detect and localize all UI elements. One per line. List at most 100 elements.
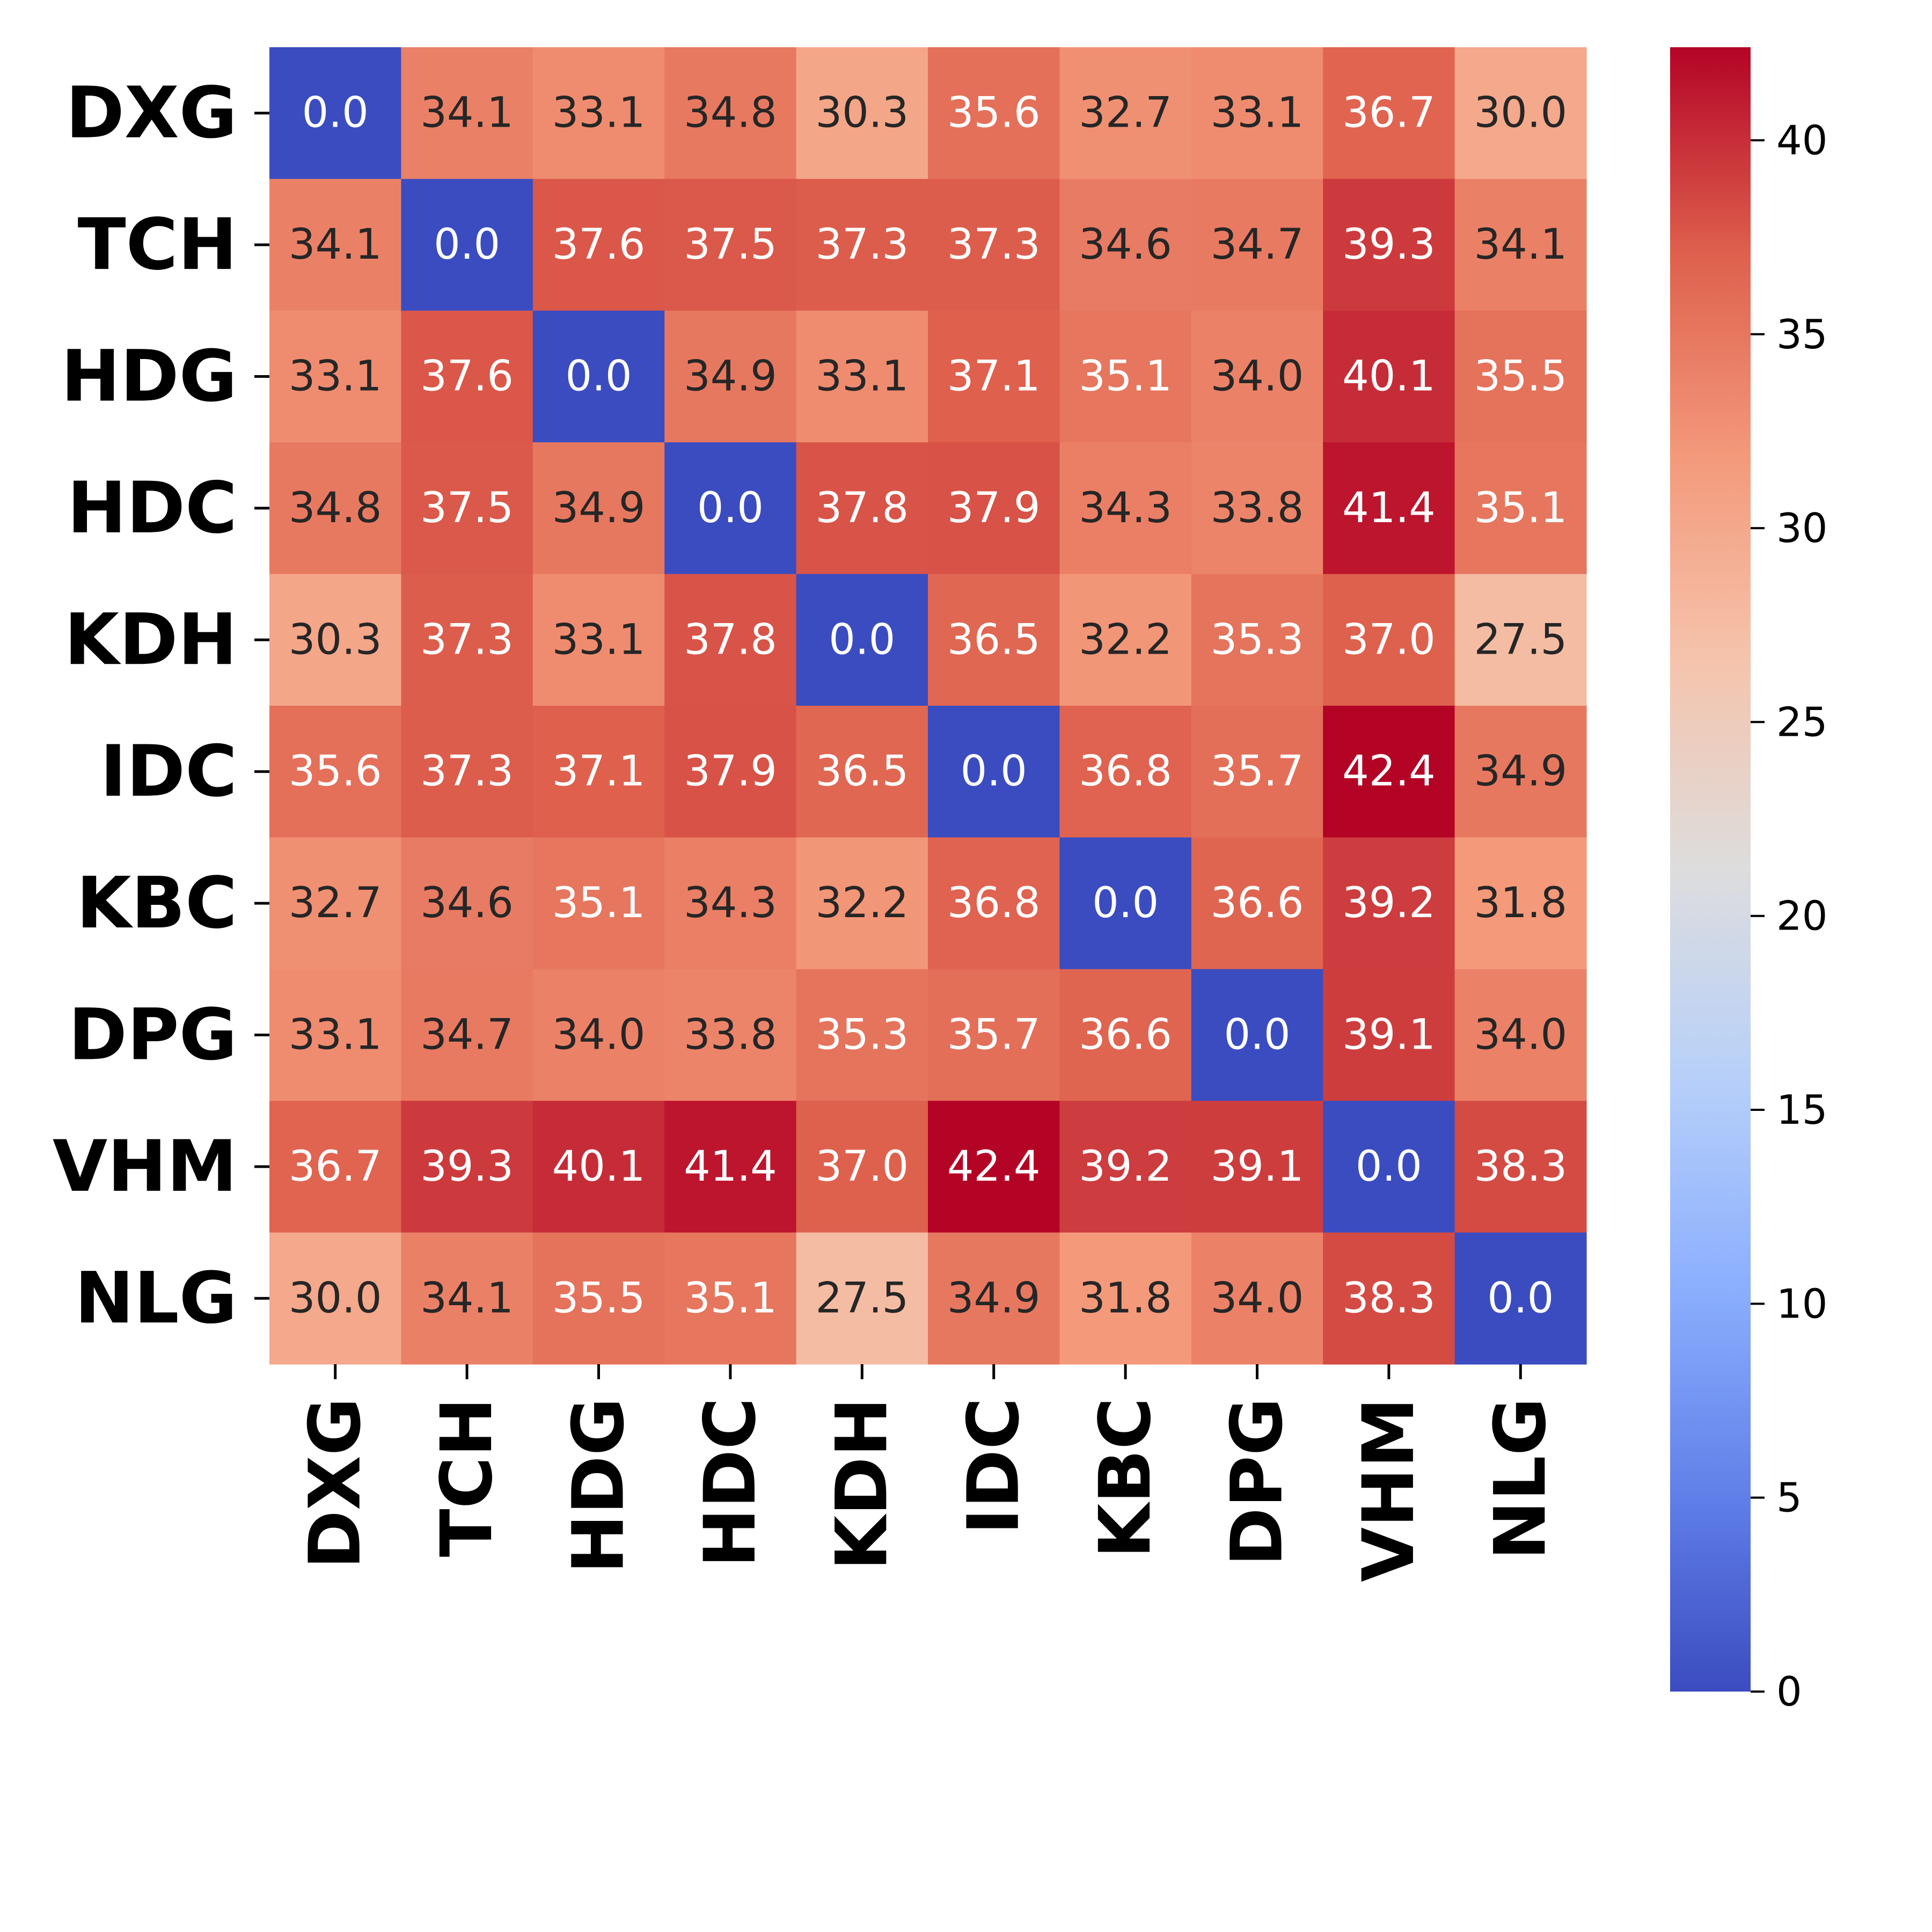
cell-value-label: 35.3 — [815, 1011, 909, 1059]
heatmap-cell-hdg-idc — [928, 310, 1060, 443]
heatmap-cell-kdh-kdh — [796, 574, 928, 706]
heatmap-cell-hdc-nlg — [1454, 442, 1587, 575]
cell-value-label: 34.7 — [1211, 221, 1304, 269]
cell-value-label: 39.2 — [1342, 879, 1436, 927]
cell-value-label: 0.0 — [565, 353, 632, 401]
cell-value-label: 37.3 — [420, 748, 514, 796]
heatmap-cell-hdc-tch — [401, 442, 533, 575]
heatmap-cell-idc-hdg — [532, 706, 665, 838]
heatmap-cell-tch-dpg — [1191, 179, 1323, 311]
heatmap-cell-hdg-kdh — [796, 310, 928, 443]
cell-value-label: 42.4 — [1342, 748, 1436, 796]
cell-value-label: 34.3 — [1079, 484, 1172, 532]
heatmap-cell-dpg-vhm — [1323, 969, 1455, 1101]
heatmap-cell-dxg-kdh — [796, 47, 928, 179]
cell-value-label: 41.4 — [684, 1143, 777, 1191]
heatmap-cell-kdh-tch — [401, 574, 533, 706]
heatmap-cell-vhm-hdg — [532, 1101, 665, 1233]
heatmap-cell-hdg-kbc — [1059, 310, 1192, 443]
colorbar: 0 5 10 15 20 25 30 35 40 — [1670, 47, 1827, 1715]
heatmap-cell-dpg-tch — [401, 969, 533, 1101]
heatmap-cell-kbc-nlg — [1454, 837, 1587, 970]
heatmap-cell-nlg-tch — [401, 1232, 533, 1365]
heatmap-cell-hdg-hdc — [664, 310, 797, 443]
y-tick-label: VHM — [53, 1125, 237, 1208]
x-tick-label: KDH — [821, 1397, 903, 1570]
y-tick-label: HDC — [67, 467, 237, 550]
cell-value-label: 32.7 — [289, 879, 382, 927]
cell-value-label: 36.8 — [1079, 748, 1172, 796]
y-tick-label: KBC — [76, 862, 237, 945]
heatmap-cell-idc-dxg — [269, 706, 401, 838]
y-tick-label: KDH — [64, 598, 237, 681]
heatmap-cell-idc-vhm — [1323, 706, 1455, 838]
heatmap-cell-hdc-dpg — [1191, 442, 1323, 575]
cell-value-label: 31.8 — [1079, 1274, 1172, 1322]
heatmap-cell-dpg-nlg — [1454, 969, 1587, 1101]
x-tick-label: KBC — [1084, 1397, 1167, 1558]
heatmap-cell-hdc-kdh — [796, 442, 928, 575]
heatmap-cell-kdh-idc — [928, 574, 1060, 706]
heatmap-cell-dpg-kbc — [1059, 969, 1192, 1101]
cell-value-label: 35.1 — [1474, 484, 1567, 532]
cell-value-label: 34.6 — [420, 879, 514, 927]
heatmap-cell-dxg-nlg — [1454, 47, 1587, 179]
cell-value-label: 35.1 — [1079, 353, 1172, 401]
heatmap-annotations: 0.0 34.1 33.1 34.8 30.3 35.6 32.7 33.1 36.7 30.0 3… — [289, 89, 1567, 1323]
heatmap-cell-nlg-vhm — [1323, 1232, 1455, 1365]
cell-value-label: 37.0 — [1342, 616, 1436, 664]
cell-value-label: 30.0 — [1474, 89, 1567, 137]
y-tick-label: IDC — [100, 730, 237, 813]
heatmap-cell-hdc-hdc — [664, 442, 797, 575]
heatmap-cell-kbc-idc — [928, 837, 1060, 970]
cell-value-label: 39.3 — [1342, 221, 1436, 269]
heatmap-cell-hdg-hdg — [532, 310, 665, 443]
heatmap-cell-dxg-hdc — [664, 47, 797, 179]
heatmap-cell-hdg-tch — [401, 310, 533, 443]
heatmap-cell-nlg-kbc — [1059, 1232, 1192, 1365]
heatmap-cell-tch-dxg — [269, 179, 401, 311]
heatmap-cell-dpg-dxg — [269, 969, 401, 1101]
cell-value-label: 36.5 — [947, 616, 1041, 664]
cell-value-label: 36.8 — [947, 879, 1041, 927]
cell-value-label: 0.0 — [1224, 1011, 1290, 1059]
cell-value-label: 38.3 — [1474, 1143, 1567, 1191]
cell-value-label: 39.3 — [420, 1143, 514, 1191]
cell-value-label: 34.1 — [289, 221, 382, 269]
x-tick-label: DXG — [294, 1397, 377, 1569]
cell-value-label: 35.7 — [947, 1011, 1041, 1059]
heatmap-cell-kbc-vhm — [1323, 837, 1455, 970]
heatmap-cell-kbc-kbc — [1059, 837, 1192, 970]
y-tick-label: NLG — [75, 1257, 237, 1340]
cell-value-label: 42.4 — [947, 1143, 1041, 1191]
cell-value-label: 35.6 — [289, 748, 382, 796]
cell-value-label: 37.0 — [815, 1143, 909, 1191]
cell-value-label: 37.5 — [684, 221, 777, 269]
heatmap-cell-idc-dpg — [1191, 706, 1323, 838]
cell-value-label: 37.3 — [947, 221, 1041, 269]
heatmap-cell-dpg-kdh — [796, 969, 928, 1101]
heatmap-cell-dxg-hdg — [532, 47, 665, 179]
x-tick-label: IDC — [953, 1397, 1035, 1535]
heatmap-cell-dxg-dpg — [1191, 47, 1323, 179]
cell-value-label: 35.7 — [1211, 748, 1304, 796]
heatmap-cell-vhm-hdc — [664, 1101, 797, 1233]
heatmap-cell-tch-kbc — [1059, 179, 1192, 311]
cell-value-label: 37.3 — [420, 616, 514, 664]
cell-value-label: 33.8 — [684, 1011, 777, 1059]
heatmap-cell-nlg-idc — [928, 1232, 1060, 1365]
heatmap-cell-tch-hdg — [532, 179, 665, 311]
heatmap-cell-kbc-dpg — [1191, 837, 1323, 970]
cell-value-label: 31.8 — [1474, 879, 1567, 927]
heatmap-cell-kdh-dxg — [269, 574, 401, 706]
x-tick-label: NLG — [1479, 1397, 1562, 1560]
heatmap-cell-vhm-dpg — [1191, 1101, 1323, 1233]
cell-value-label: 34.1 — [420, 1274, 514, 1322]
cell-value-label: 32.2 — [815, 879, 909, 927]
colorbar-gradient — [1670, 47, 1751, 1692]
heatmap-cell-hdc-kbc — [1059, 442, 1192, 575]
heatmap-cell-dpg-hdg — [532, 969, 665, 1101]
colorbar-tick-label: 30 — [1776, 504, 1827, 552]
cell-value-label: 34.0 — [1474, 1011, 1567, 1059]
colorbar-tick-label: 5 — [1776, 1474, 1802, 1521]
